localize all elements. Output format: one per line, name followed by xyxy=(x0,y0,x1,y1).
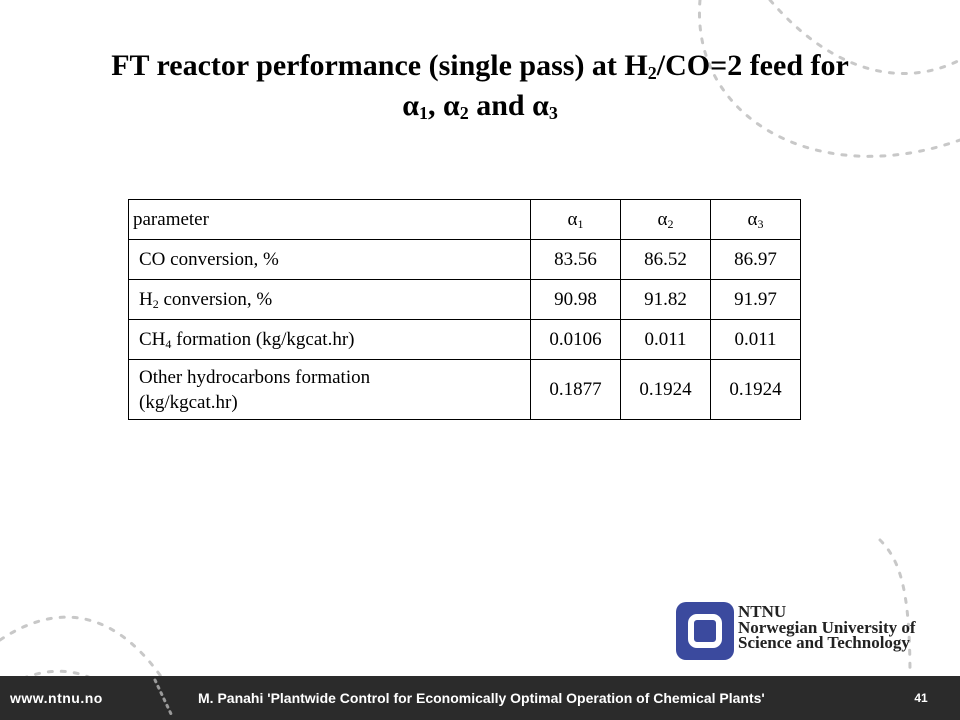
header-alpha-3: α3 xyxy=(710,199,801,240)
row-label: Other hydrocarbons formation (kg/kgcat.hr… xyxy=(128,359,531,420)
footer-divider-icon xyxy=(153,678,174,718)
cell-value: 86.52 xyxy=(620,239,711,280)
page-number: 41 xyxy=(914,691,928,705)
logo-line-ntnu: NTNU xyxy=(738,602,787,621)
header-alpha-1: α1 xyxy=(530,199,621,240)
title-alpha-sub-1: 1 xyxy=(418,103,428,123)
slide-title: FT reactor performance (single pass) at … xyxy=(40,46,920,126)
title-alpha-sub-2: 2 xyxy=(459,103,469,123)
row-label: CH4 formation (kg/kgcat.hr) xyxy=(128,319,531,360)
title-alpha-2: α xyxy=(442,89,460,122)
table-row: CO conversion, % 83.56 86.52 86.97 xyxy=(128,239,801,280)
title-text-2: /CO=2 feed for xyxy=(656,49,849,82)
table-row: Other hydrocarbons formation (kg/kgcat.hr… xyxy=(128,359,801,420)
title-sub-2: 2 xyxy=(647,63,657,83)
cell-value: 0.1924 xyxy=(620,359,711,420)
title-alpha-3: α xyxy=(532,89,549,122)
cell-value: 91.97 xyxy=(710,279,801,320)
ntnu-logo-text: NTNU Norwegian University of Science and… xyxy=(738,602,916,652)
title-text-1: FT reactor performance (single pass) at … xyxy=(111,49,648,82)
cell-value: 86.97 xyxy=(710,239,801,280)
logo-line-science: Science and Technology xyxy=(738,633,910,652)
cell-value: 83.56 xyxy=(530,239,621,280)
title-and: and xyxy=(476,89,525,122)
cell-value: 0.1924 xyxy=(710,359,801,420)
cell-value: 0.011 xyxy=(710,319,801,360)
cell-value: 0.011 xyxy=(620,319,711,360)
cell-value: 91.82 xyxy=(620,279,711,320)
table-row: H2 conversion, % 90.98 91.82 91.97 xyxy=(128,279,801,320)
footer-citation: M. Panahi 'Plantwide Control for Economi… xyxy=(198,690,765,706)
cell-value: 0.0106 xyxy=(530,319,621,360)
header-alpha-2: α2 xyxy=(620,199,711,240)
footer-bar: www.ntnu.no M. Panahi 'Plantwide Control… xyxy=(0,676,960,720)
table-row: CH4 formation (kg/kgcat.hr) 0.0106 0.011… xyxy=(128,319,801,360)
footer-url-link[interactable]: www.ntnu.no xyxy=(10,690,103,706)
row-label: H2 conversion, % xyxy=(128,279,531,320)
cell-value: 0.1877 xyxy=(530,359,621,420)
title-alpha-1: α xyxy=(402,89,419,122)
ntnu-logo-icon xyxy=(676,602,734,660)
title-alpha-sub-3: 3 xyxy=(548,103,558,123)
cell-value: 90.98 xyxy=(530,279,621,320)
title-comma-1: , xyxy=(427,89,436,122)
logo-line-university: Norwegian University of xyxy=(738,617,916,637)
table-header-row: parameter α1 α2 α3 xyxy=(128,199,801,240)
header-parameter: parameter xyxy=(128,199,531,240)
performance-table: parameter α1 α2 α3 CO conversion, % 83.5… xyxy=(128,199,801,420)
row-label: CO conversion, % xyxy=(128,239,531,280)
